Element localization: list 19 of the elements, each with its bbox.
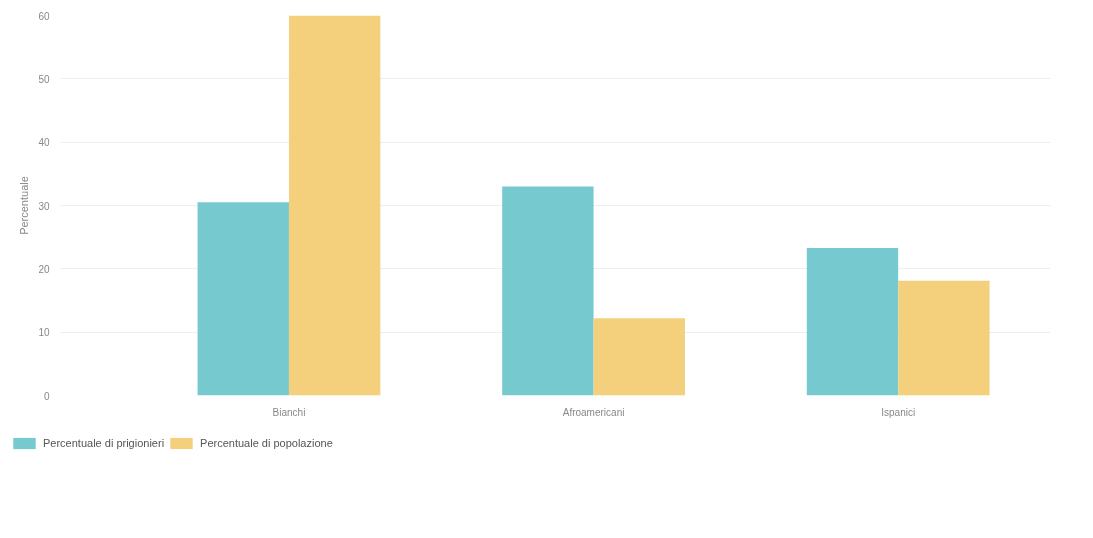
x-tick-label: Afroamericani <box>562 406 625 418</box>
y-tick-label: 0 <box>43 390 50 402</box>
bar <box>502 186 594 396</box>
x-tick-label: Bianchi <box>272 406 306 418</box>
bar <box>288 15 381 396</box>
x-tick-label: Ispanici <box>881 406 916 418</box>
bar <box>593 318 685 396</box>
y-tick-label: 60 <box>38 10 50 22</box>
y-tick-label: 10 <box>38 327 50 339</box>
legend-label: Percentuale di popolazione <box>200 437 333 449</box>
y-tick-label: 20 <box>38 263 50 275</box>
legend-label: Percentuale di prigionieri <box>43 437 165 449</box>
y-axis-title: Percentuale <box>18 176 31 235</box>
y-tick-label: 50 <box>38 73 50 85</box>
y-tick-label: 40 <box>38 137 50 149</box>
bar <box>806 247 899 396</box>
bar <box>197 202 289 396</box>
bar <box>898 280 990 396</box>
y-tick-label: 30 <box>38 200 50 212</box>
